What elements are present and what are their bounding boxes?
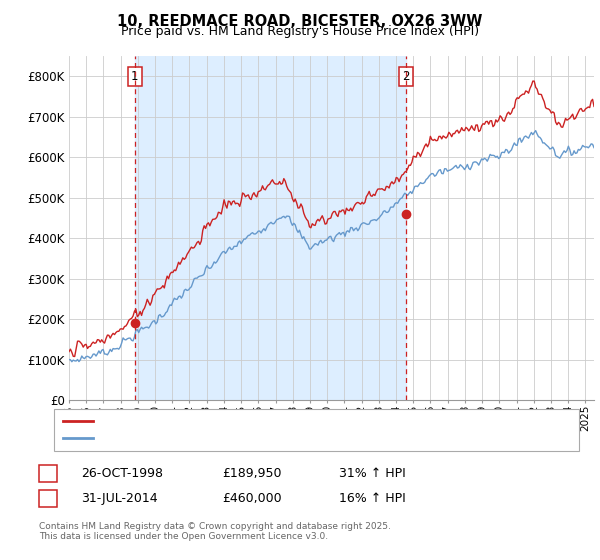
Bar <box>135 56 406 400</box>
Text: Price paid vs. HM Land Registry's House Price Index (HPI): Price paid vs. HM Land Registry's House … <box>121 25 479 38</box>
Text: 2: 2 <box>402 70 410 83</box>
Text: 1: 1 <box>44 466 52 480</box>
Text: 1: 1 <box>131 70 139 83</box>
Text: 31-JUL-2014: 31-JUL-2014 <box>81 492 158 505</box>
Text: £189,950: £189,950 <box>222 466 281 480</box>
Text: Contains HM Land Registry data © Crown copyright and database right 2025.
This d: Contains HM Land Registry data © Crown c… <box>39 522 391 542</box>
Text: 10, REEDMACE ROAD, BICESTER, OX26 3WW (detached house): 10, REEDMACE ROAD, BICESTER, OX26 3WW (d… <box>99 416 450 426</box>
Text: 10, REEDMACE ROAD, BICESTER, OX26 3WW: 10, REEDMACE ROAD, BICESTER, OX26 3WW <box>118 14 482 29</box>
Text: £460,000: £460,000 <box>222 492 281 505</box>
Text: 2: 2 <box>44 492 52 505</box>
Text: 31% ↑ HPI: 31% ↑ HPI <box>339 466 406 480</box>
Text: HPI: Average price, detached house, Cherwell: HPI: Average price, detached house, Cher… <box>99 433 354 444</box>
Text: 26-OCT-1998: 26-OCT-1998 <box>81 466 163 480</box>
Text: 16% ↑ HPI: 16% ↑ HPI <box>339 492 406 505</box>
